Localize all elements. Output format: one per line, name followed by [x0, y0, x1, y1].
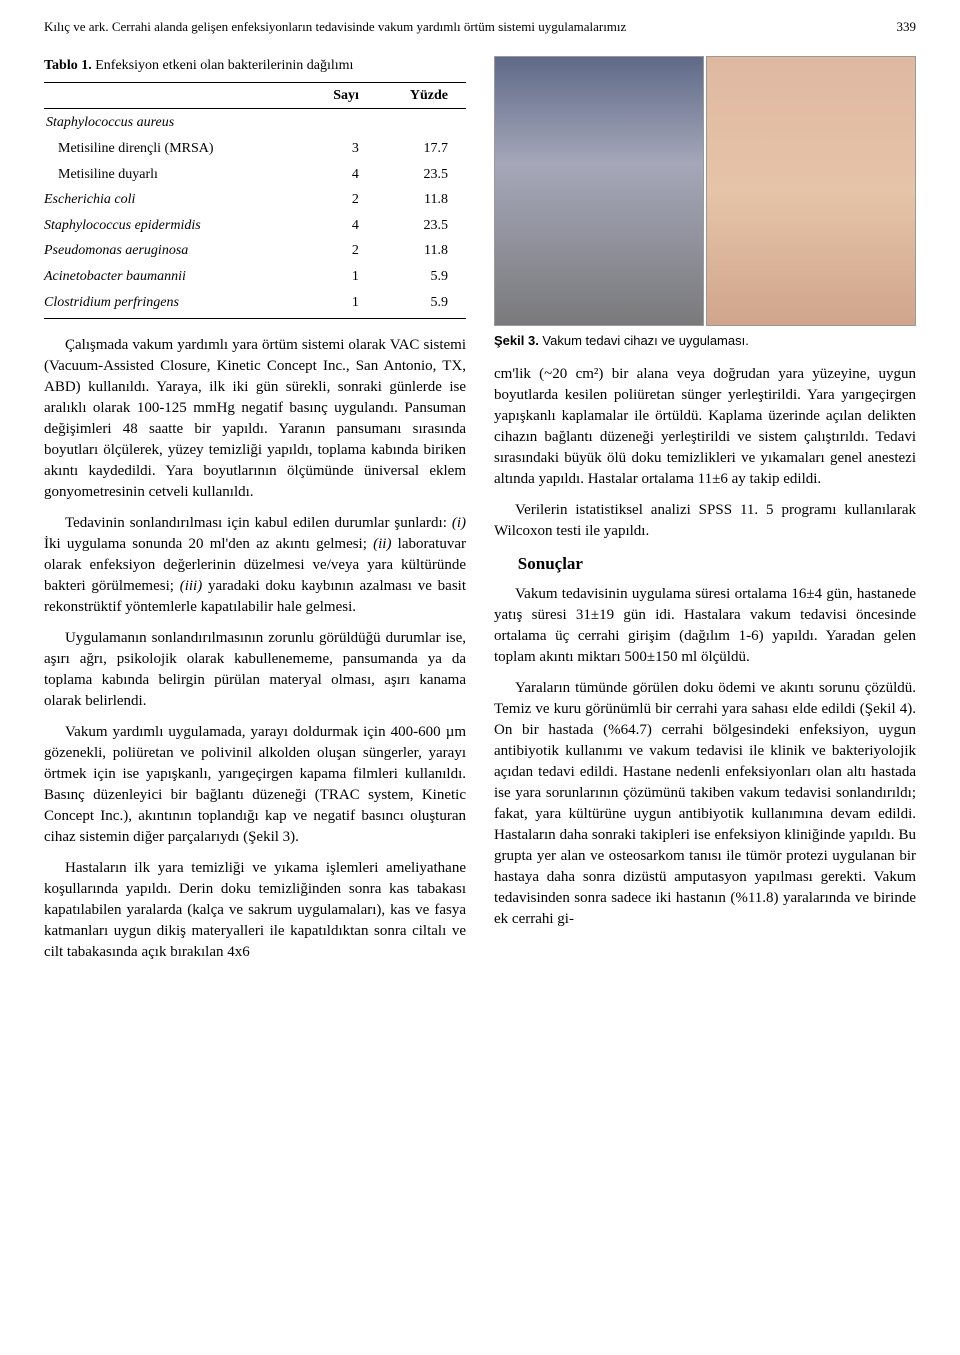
table1-pct: 23.5	[377, 213, 466, 239]
table-row: Acinetobacter baumannii15.9	[44, 264, 466, 290]
left-p5: Hastaların ilk yara temizliği ve yıkama …	[44, 858, 466, 963]
left-p2-i-txt: İki uygulama sonunda 20 ml'den az akıntı…	[44, 536, 373, 552]
figure3-label: Şekil 3.	[494, 333, 539, 348]
right-p1: cm'lik (~20 cm²) bir alana veya doğrudan…	[494, 364, 916, 490]
table1-count: 3	[307, 136, 377, 162]
right-column: Şekil 3. Vakum tedavi cihazı ve uygulama…	[494, 56, 916, 973]
right-p3: Vakum tedavisinin uygulama süresi ortala…	[494, 584, 916, 668]
table1-count: 2	[307, 187, 377, 213]
table1-name: Acinetobacter baumannii	[44, 264, 307, 290]
figure3-images	[494, 56, 916, 326]
left-p3: Uygulamanın sonlandırılmasının zorunlu g…	[44, 628, 466, 712]
left-column: Tablo 1. Enfeksiyon etkeni olan bakteril…	[44, 56, 466, 973]
table1-pct: 11.8	[377, 187, 466, 213]
table1-pct: 5.9	[377, 290, 466, 319]
table-row: Pseudomonas aeruginosa211.8	[44, 238, 466, 264]
left-p4: Vakum yardımlı uygulamada, yarayı doldur…	[44, 722, 466, 848]
table1-name: Staphylococcus epidermidis	[44, 213, 307, 239]
right-p2: Verilerin istatistiksel analizi SPSS 11.…	[494, 500, 916, 542]
table-row: Escherichia coli211.8	[44, 187, 466, 213]
table1-pct: 23.5	[377, 162, 466, 188]
running-header: Kılıç ve ark. Cerrahi alanda gelişen enf…	[44, 18, 916, 36]
table1-h2: Yüzde	[377, 82, 466, 109]
figure3-image-left	[494, 56, 704, 326]
table1-h0	[44, 82, 307, 109]
left-p2: Tedavinin sonlandırılması için kabul edi…	[44, 513, 466, 618]
figure3-caption-text: Vakum tedavi cihazı ve uygulaması.	[539, 333, 749, 348]
table1-group-head-cell: Staphylococcus aureus	[44, 109, 466, 136]
left-p2-pre: Tedavinin sonlandırılması için kabul edi…	[65, 515, 452, 531]
two-column-layout: Tablo 1. Enfeksiyon etkeni olan bakteril…	[44, 56, 916, 973]
table1-header-row: Sayı Yüzde	[44, 82, 466, 109]
figure3: Şekil 3. Vakum tedavi cihazı ve uygulama…	[494, 56, 916, 350]
left-p2-iii: (iii)	[180, 578, 203, 594]
right-p4: Yaraların tümünde görülen doku ödemi ve …	[494, 678, 916, 930]
table1: Sayı Yüzde Staphylococcus aureusMetisili…	[44, 82, 466, 319]
table1-count: 1	[307, 264, 377, 290]
table1-caption-text: Enfeksiyon etkeni olan bakterilerinin da…	[92, 58, 354, 73]
table1-group-head: Staphylococcus aureus	[44, 109, 466, 136]
table1-pct: 5.9	[377, 264, 466, 290]
table1-count: 4	[307, 162, 377, 188]
running-title: Kılıç ve ark. Cerrahi alanda gelişen enf…	[44, 18, 885, 36]
table1-caption: Tablo 1. Enfeksiyon etkeni olan bakteril…	[44, 56, 466, 76]
left-p2-i: (i)	[452, 515, 466, 531]
left-p1: Çalışmada vakum yardımlı yara örtüm sist…	[44, 335, 466, 503]
table1-h1: Sayı	[307, 82, 377, 109]
table1-name: Clostridium perfringens	[44, 290, 307, 319]
table1-count: 2	[307, 238, 377, 264]
table1-pct: 17.7	[377, 136, 466, 162]
table1-count: 1	[307, 290, 377, 319]
table1-label: Tablo 1.	[44, 58, 92, 73]
table1-pct: 11.8	[377, 238, 466, 264]
left-p2-ii: (ii)	[373, 536, 391, 552]
table1-count: 4	[307, 213, 377, 239]
table-row: Staphylococcus epidermidis423.5	[44, 213, 466, 239]
table-row: Metisiline dirençli (MRSA)317.7	[44, 136, 466, 162]
table1-name: Pseudomonas aeruginosa	[44, 238, 307, 264]
table1-name: Metisiline duyarlı	[44, 162, 307, 188]
figure3-caption: Şekil 3. Vakum tedavi cihazı ve uygulama…	[494, 332, 916, 350]
table-row: Metisiline duyarlı423.5	[44, 162, 466, 188]
table1-name: Escherichia coli	[44, 187, 307, 213]
page-number: 339	[897, 18, 917, 36]
table-row: Clostridium perfringens15.9	[44, 290, 466, 319]
figure3-image-right	[706, 56, 916, 326]
section-head-sonuclar: Sonuçlar	[494, 552, 916, 576]
table1-name: Metisiline dirençli (MRSA)	[44, 136, 307, 162]
